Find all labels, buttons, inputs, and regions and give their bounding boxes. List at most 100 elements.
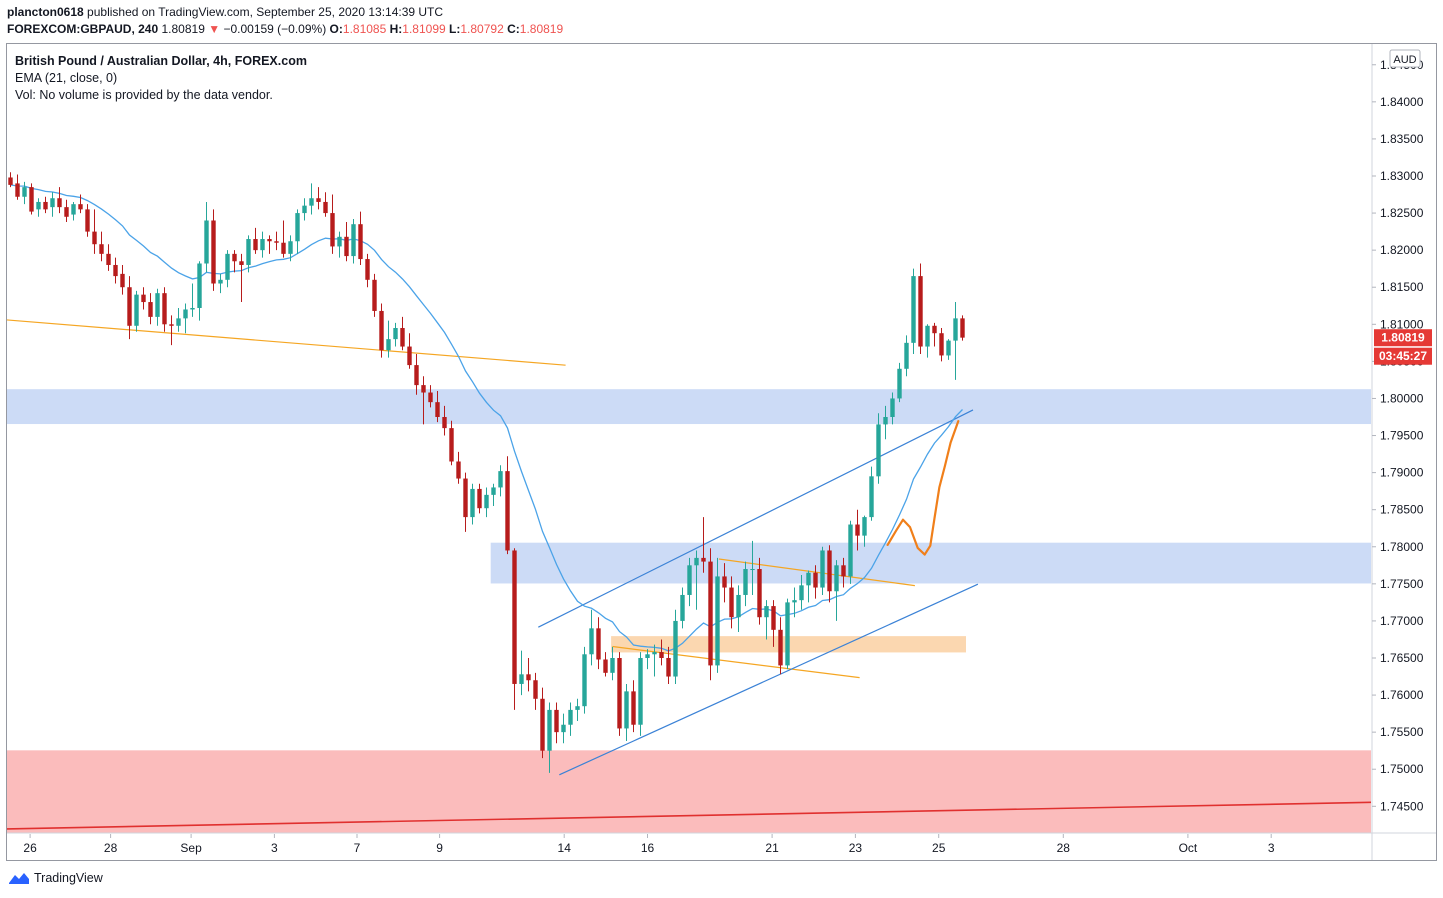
x-tick-label: 7 (354, 841, 361, 855)
candle (64, 199, 69, 222)
candle-body (498, 471, 503, 488)
candle-body (918, 276, 923, 347)
candle-body (792, 600, 797, 603)
volume-indicator-label[interactable]: Vol: No volume is provided by the data v… (15, 88, 273, 102)
candle-body (449, 428, 454, 462)
candle-body (253, 239, 258, 251)
candle (267, 235, 272, 254)
candle (274, 231, 279, 251)
tradingview-logo[interactable]: TradingView (8, 871, 103, 885)
candle-body (407, 346, 412, 366)
currency-box[interactable] (1389, 49, 1421, 68)
x-tick-label: 9 (436, 841, 443, 855)
candle-body (379, 310, 384, 351)
x-tick-label: 14 (558, 841, 572, 855)
candle (106, 244, 111, 271)
candle (8, 172, 13, 188)
candle-body (960, 318, 965, 338)
candle (589, 609, 594, 666)
candle-body (925, 325, 930, 347)
candle (449, 420, 454, 466)
candle-body (659, 652, 664, 658)
candle-body (309, 198, 314, 206)
candle (456, 451, 461, 484)
candle-body (799, 585, 804, 601)
candle (603, 652, 608, 677)
candle (22, 181, 27, 205)
candle-body (519, 674, 524, 684)
candle (323, 192, 328, 217)
x-tick-label: 3 (1268, 841, 1275, 855)
candle (680, 587, 685, 629)
trendline-orange-channel-bottom (612, 645, 860, 679)
candle-body (771, 606, 776, 630)
candle-body (701, 557, 706, 562)
candle (575, 698, 580, 722)
author-name[interactable]: plancton0618 (7, 5, 84, 19)
candle-body (15, 183, 20, 197)
candle (722, 563, 727, 603)
candle (491, 483, 496, 506)
x-tick-label: 21 (765, 841, 779, 855)
candle-body (547, 709, 552, 751)
candle (512, 548, 517, 710)
price-change: −0.00159 (−0.09%) (223, 22, 327, 36)
candle-body (232, 253, 237, 262)
publish-info: plancton0618 published on TradingView.co… (7, 5, 443, 19)
candle (50, 192, 55, 217)
ema-indicator-label[interactable]: EMA (21, close, 0) (15, 71, 118, 85)
candle-body (806, 572, 811, 586)
y-tick-label: 1.81500 (1380, 280, 1424, 294)
y-tick-label: 1.79500 (1380, 429, 1424, 443)
candle-body (218, 279, 223, 284)
candle (855, 509, 860, 551)
candle-body (22, 187, 27, 197)
candle (862, 515, 867, 547)
currency-label: AUD (1393, 54, 1416, 66)
candle (36, 198, 41, 217)
candle-body (491, 487, 496, 495)
y-tick-label: 1.76000 (1380, 688, 1424, 702)
candle (624, 683, 629, 742)
brand-name: TradingView (34, 871, 103, 885)
candle (554, 702, 559, 744)
candle-body (365, 259, 370, 280)
candle (897, 362, 902, 403)
candle-body (694, 557, 699, 566)
candle (211, 209, 216, 291)
candle (393, 322, 398, 347)
candle (316, 187, 321, 210)
candle-body (330, 213, 335, 247)
candle-body (624, 691, 629, 729)
x-tick-label: 23 (849, 841, 863, 855)
x-tick-label: 28 (104, 841, 118, 855)
candle (141, 287, 146, 310)
candle (176, 307, 181, 332)
candle (960, 315, 965, 341)
candle (463, 472, 468, 532)
candle (407, 333, 412, 369)
y-tick-label: 1.84000 (1380, 95, 1424, 109)
candle (911, 268, 916, 354)
symbol-title[interactable]: British Pound / Australian Dollar, 4h, F… (15, 54, 307, 68)
candle (204, 201, 209, 273)
candle-body (78, 204, 83, 210)
y-tick-label: 1.78500 (1380, 503, 1424, 517)
candle-body (512, 550, 517, 684)
candle (421, 376, 426, 425)
down-arrow-icon: ▼ (208, 22, 221, 36)
candle-body (99, 244, 104, 254)
candle-body (155, 293, 160, 317)
ema-21-line (10, 184, 963, 652)
candle-body (36, 201, 41, 210)
candle-body (589, 628, 594, 655)
candle (547, 702, 552, 773)
channel-line-lower (559, 583, 979, 776)
chart-legend: British Pound / Australian Dollar, 4h, F… (15, 53, 307, 104)
candle-body (610, 657, 615, 673)
candle (260, 231, 265, 258)
y-tick-label: 1.75000 (1380, 762, 1424, 776)
candle-body (106, 253, 111, 265)
candle-body (267, 239, 272, 242)
